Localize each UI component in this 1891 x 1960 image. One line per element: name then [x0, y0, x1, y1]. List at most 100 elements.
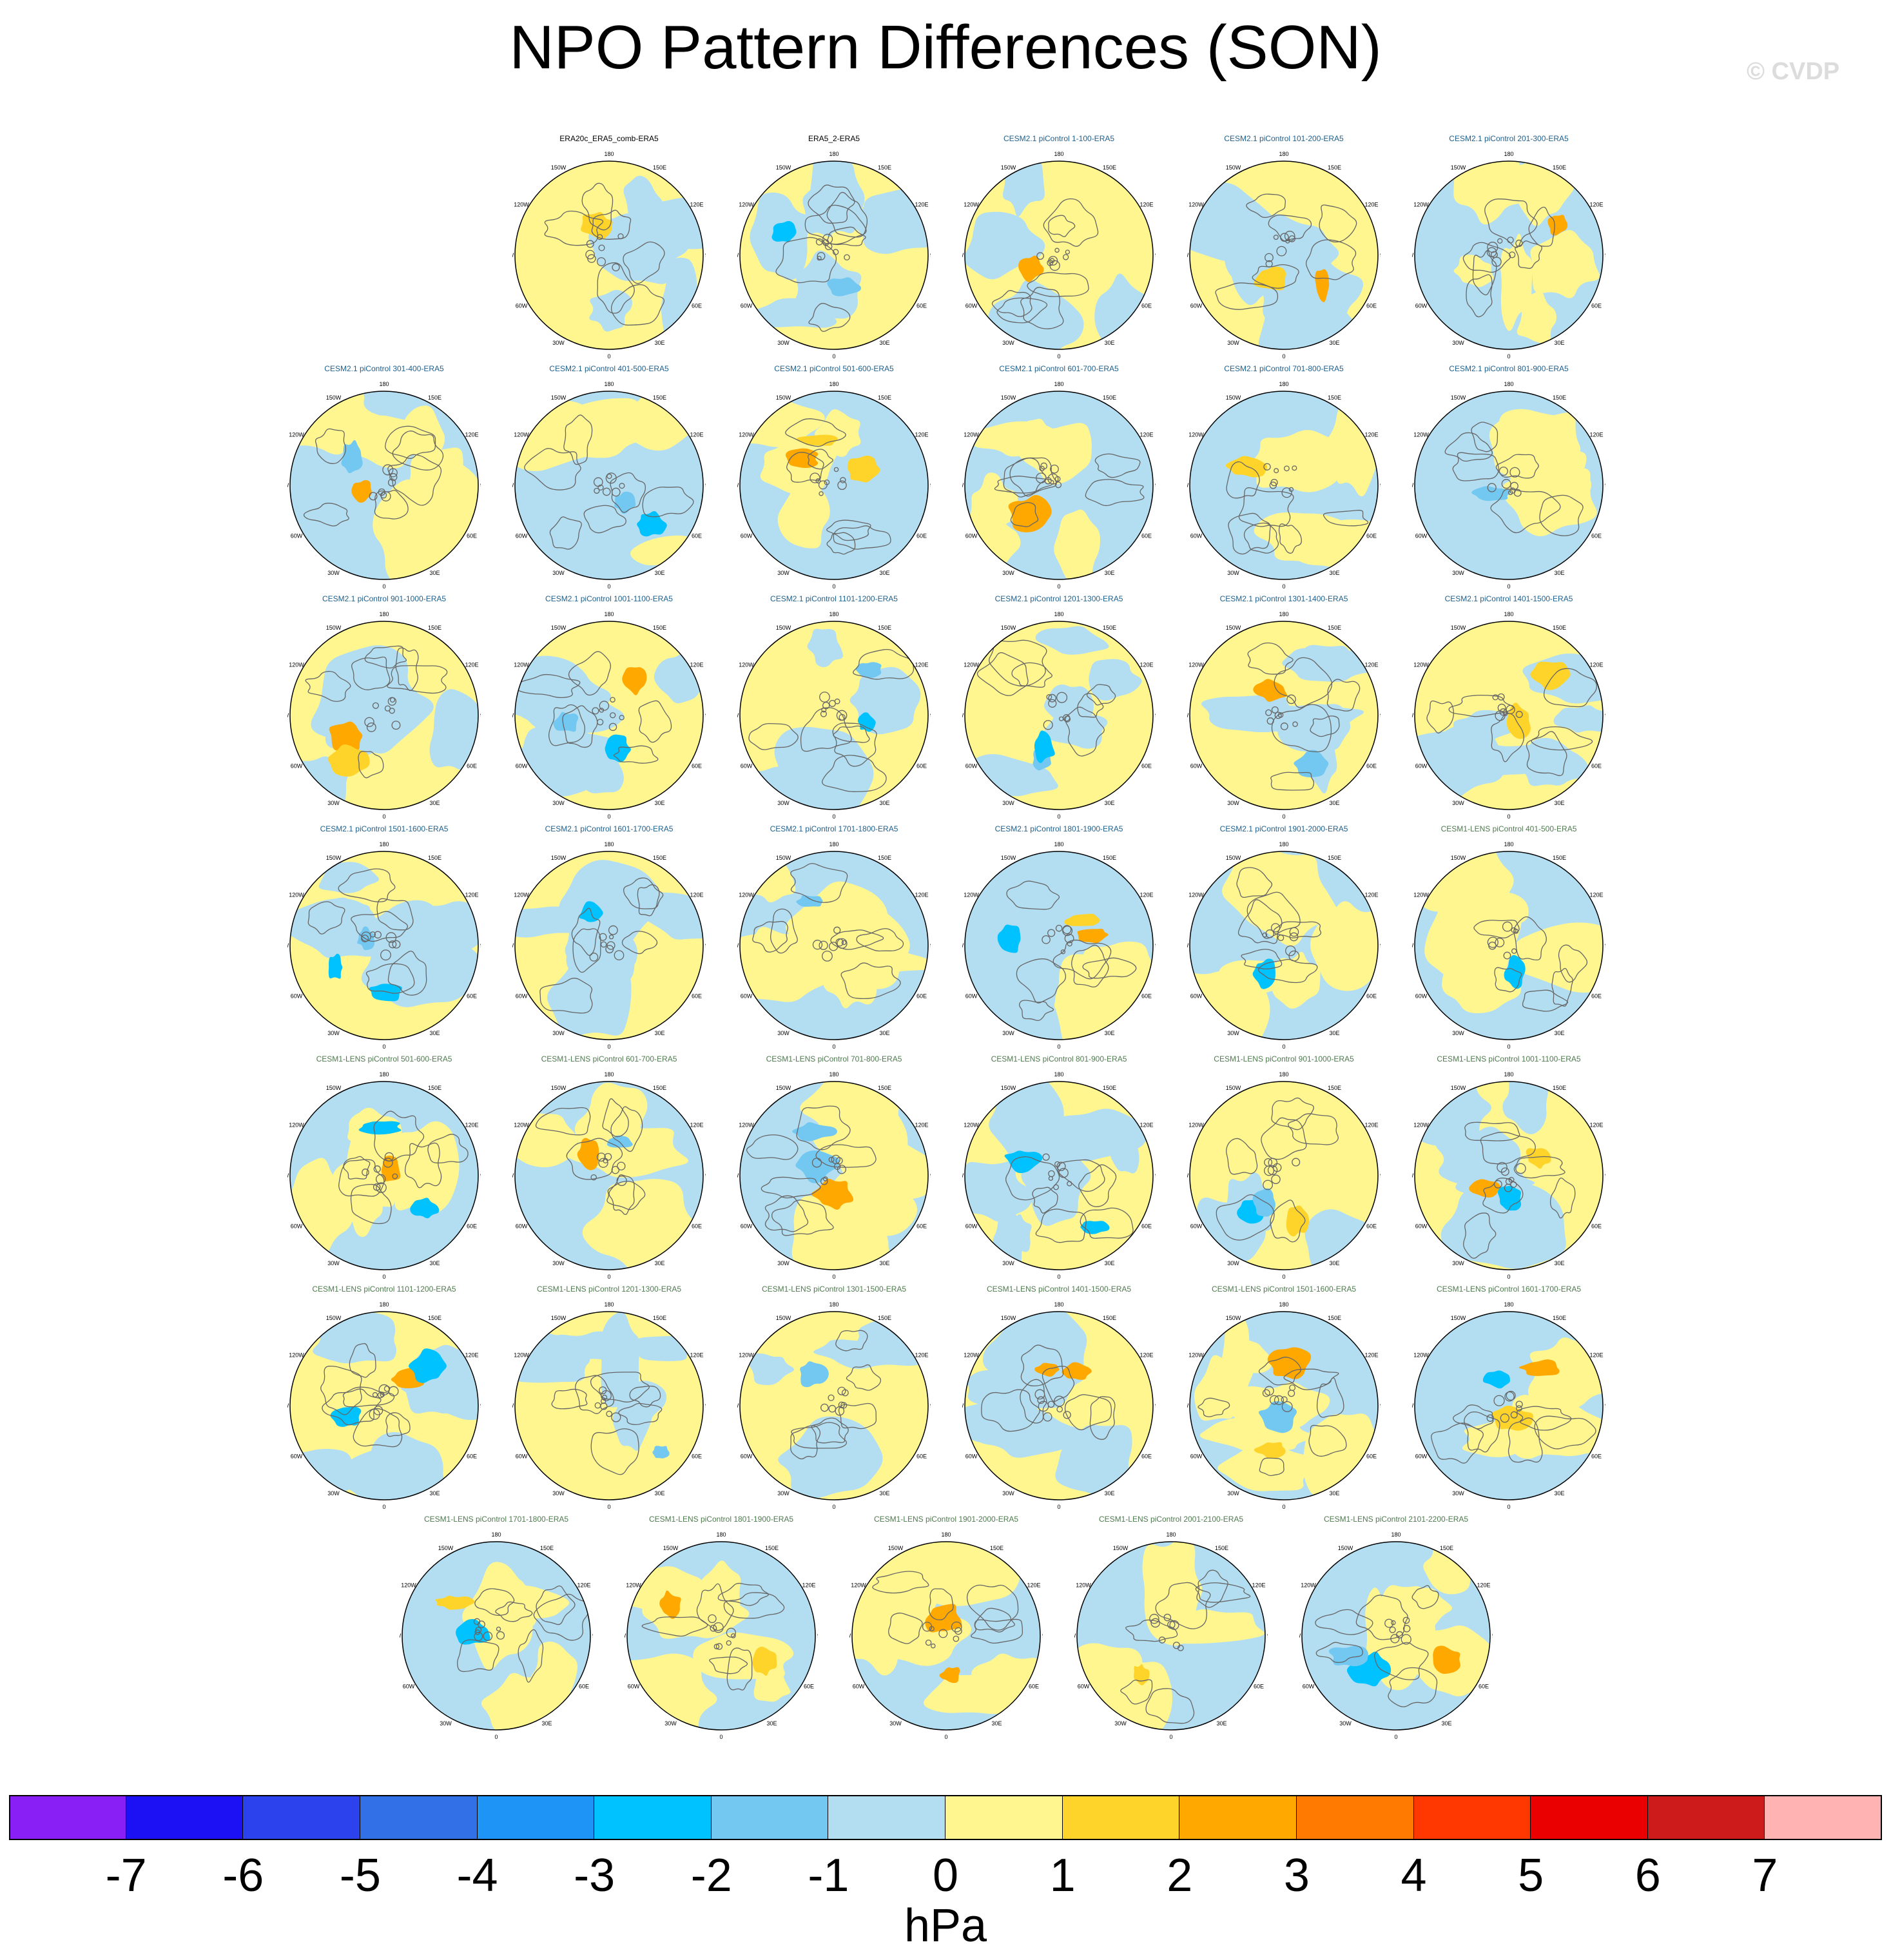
longitude-label: 30W	[1452, 570, 1464, 576]
colorbar-swatch	[1765, 1795, 1882, 1840]
longitude-label: 60W	[291, 1223, 303, 1230]
longitude-label: 60E	[1141, 1223, 1152, 1230]
longitude-label: 120E	[915, 202, 928, 208]
longitude-label: 0	[719, 1734, 722, 1740]
longitude-label: 180	[604, 381, 614, 387]
polar-map: 180150E120E90E60E30E030W60W90W120W150W	[1412, 151, 1605, 360]
longitude-label: 30E	[1329, 1490, 1339, 1497]
longitude-label: 0	[1507, 353, 1510, 360]
longitude-label: 120E	[690, 1122, 703, 1129]
longitude-label: 60W	[965, 763, 978, 770]
longitude-label: 0	[382, 1274, 385, 1280]
colorbar-swatch	[243, 1795, 360, 1840]
map-panel: CESM1-LENS piControl 1601-1700-ERA5 180 15…	[1412, 1285, 1605, 1522]
longitude-label: 120W	[1188, 202, 1204, 208]
longitude-label: 60W	[1190, 533, 1203, 539]
longitude-label: 150W	[1001, 855, 1016, 861]
map-panel: CESM1-LENS piControl 1701-1800-ERA5 180 15…	[400, 1515, 593, 1752]
longitude-label: 150W	[1226, 855, 1241, 861]
longitude-label: 180	[1054, 841, 1063, 848]
map-panel: CESM2.1 piControl 501-600-ERA5 180 150E 120…	[737, 364, 931, 601]
longitude-label: 60W	[291, 763, 303, 770]
colorbar-swatch	[1531, 1795, 1648, 1840]
longitude-label: 150W	[326, 625, 342, 631]
longitude-label: 30E	[1104, 800, 1114, 806]
longitude-label: 30E	[541, 1720, 552, 1727]
longitude-label: 150E	[1553, 1085, 1566, 1091]
longitude-label: 60E	[692, 993, 702, 1000]
longitude-label: 90W	[962, 1402, 964, 1409]
longitude-label: 90W	[1187, 482, 1189, 489]
longitude-label: 150E	[1553, 625, 1566, 631]
longitude-label: 90W	[962, 252, 964, 258]
longitude-label: 120W	[964, 662, 979, 668]
panel-title: CESM2.1 piControl 1201-1300-ERA5	[994, 594, 1123, 603]
polar-map: 180150E120E90E60E30E030W60W90W120W150W	[737, 841, 931, 1050]
longitude-label: 30E	[429, 570, 440, 576]
longitude-label: 60W	[741, 533, 753, 539]
longitude-label: 90E	[1042, 1633, 1043, 1639]
colorbar-tick-label: 3	[1283, 1850, 1310, 1901]
map-panel: CESM1-LENS piControl 901-1000-ERA5 180 150…	[1187, 1054, 1381, 1292]
longitude-label: 150E	[1328, 1085, 1341, 1091]
longitude-label: 150W	[776, 164, 791, 171]
longitude-label: 120E	[465, 662, 478, 668]
longitude-label: 60E	[467, 763, 477, 770]
longitude-label: 30E	[1554, 340, 1564, 346]
longitude-label: 120E	[1252, 1582, 1265, 1589]
longitude-label: 150W	[1338, 1545, 1353, 1551]
polar-map: 180150E120E90E60E30E030W60W90W120W150W	[737, 1071, 931, 1280]
longitude-label: 90W	[737, 1402, 739, 1409]
longitude-label: 120E	[465, 432, 478, 438]
longitude-label: 0	[832, 353, 835, 360]
longitude-label: 90W	[625, 1633, 626, 1639]
longitude-label: 30W	[889, 1720, 902, 1727]
longitude-label: 60W	[1303, 1683, 1315, 1690]
longitude-label: 60W	[516, 303, 528, 309]
longitude-label: 30E	[766, 1720, 777, 1727]
colorbar-tick-label: -4	[456, 1850, 498, 1901]
longitude-label: 150E	[1553, 1315, 1566, 1321]
longitude-label: 90W	[1412, 712, 1414, 719]
longitude-label: 30E	[1554, 1030, 1564, 1036]
longitude-label: 60E	[916, 1453, 927, 1460]
longitude-label: 90E	[1155, 482, 1156, 489]
map-panel: CESM2.1 piControl 601-700-ERA5 180 150E 120…	[962, 364, 1156, 601]
longitude-label: 30W	[552, 1490, 565, 1497]
longitude-label: 150W	[1451, 625, 1466, 631]
longitude-label: 150W	[776, 855, 791, 861]
longitude-label: 60E	[1591, 763, 1602, 770]
page-title: NPO Pattern Differences (SON)	[509, 13, 1382, 82]
longitude-label: 180	[1279, 1071, 1288, 1078]
longitude-label: 150E	[1553, 855, 1566, 861]
longitude-label: 60W	[291, 1453, 303, 1460]
longitude-label: 0	[1507, 1043, 1510, 1050]
longitude-label: 120E	[690, 1352, 703, 1359]
longitude-label: 30W	[327, 570, 340, 576]
map-panel: CESM1-LENS piControl 801-900-ERA5 180 150E…	[962, 1054, 1156, 1292]
longitude-label: 150E	[878, 1315, 891, 1321]
map-panel: CESM2.1 piControl 1401-1500-ERA5 180 150E 1…	[1412, 594, 1605, 831]
longitude-label: 30W	[664, 1720, 677, 1727]
longitude-label: 30W	[552, 570, 565, 576]
longitude-label: 90W	[512, 1402, 514, 1409]
longitude-label: 90W	[737, 482, 739, 489]
longitude-label: 90E	[1155, 252, 1156, 258]
longitude-label: 60E	[1479, 1683, 1489, 1690]
colorbar-tick-label: -3	[574, 1850, 616, 1901]
longitude-label: 30W	[552, 340, 565, 346]
longitude-label: 180	[1504, 151, 1513, 157]
longitude-label: 150W	[1226, 394, 1241, 401]
longitude-label: 0	[1282, 353, 1285, 360]
longitude-label: 150W	[1451, 394, 1466, 401]
longitude-label: 180	[379, 611, 389, 617]
map-panel: CESM2.1 piControl 1601-1700-ERA5 180 150E 1…	[512, 824, 706, 1062]
colorbar-swatch	[594, 1795, 712, 1840]
panel-title: CESM2.1 piControl 301-400-ERA5	[324, 364, 444, 373]
longitude-label: 0	[607, 1504, 610, 1510]
longitude-label: 150W	[1226, 1085, 1241, 1091]
polar-map: 180150E120E90E60E30E030W60W90W120W150W	[737, 381, 931, 590]
longitude-label: 60W	[1415, 763, 1428, 770]
map-panel: CESM2.1 piControl 1701-1800-ERA5 180 150E 1…	[737, 824, 931, 1062]
panel-title: ERA5_2-ERA5	[808, 134, 860, 143]
